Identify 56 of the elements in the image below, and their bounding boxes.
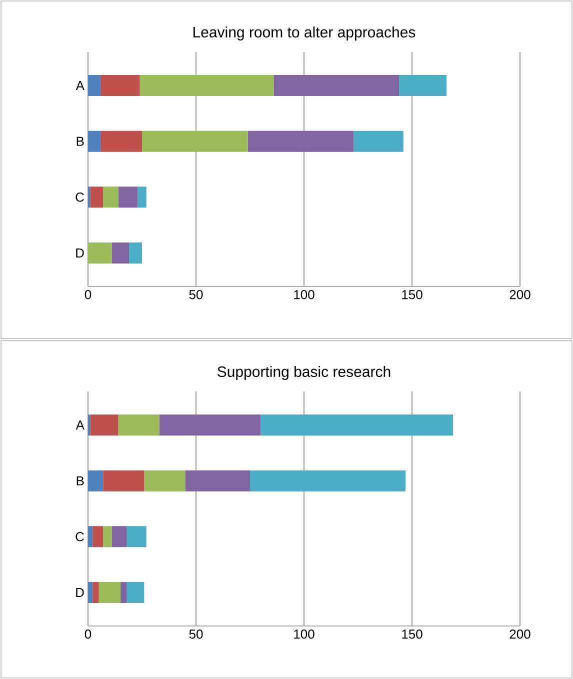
bar xyxy=(185,470,250,492)
x-tick-label: 100 xyxy=(294,290,314,300)
bar xyxy=(100,74,140,96)
bar xyxy=(144,470,186,492)
bar xyxy=(88,130,101,152)
x-tick-label: 200 xyxy=(510,630,530,639)
bar xyxy=(98,582,120,603)
bar xyxy=(92,582,99,603)
bar xyxy=(103,526,112,548)
bar xyxy=(250,470,406,492)
x-tick-label: 50 xyxy=(189,630,203,639)
bar xyxy=(129,242,142,264)
bar xyxy=(88,242,112,264)
bar xyxy=(88,470,104,492)
x-tick-label: 200 xyxy=(510,290,530,300)
x-tick-label: 150 xyxy=(402,630,422,639)
y-tick-label: B xyxy=(76,136,84,146)
bar xyxy=(112,526,127,548)
x-tick-label: 150 xyxy=(402,290,422,300)
y-tick-label: D xyxy=(76,248,84,258)
y-tick-label: B xyxy=(76,476,84,486)
bar xyxy=(88,582,92,603)
x-tick-label: 100 xyxy=(294,630,314,639)
bar xyxy=(399,74,447,96)
bar xyxy=(88,74,101,96)
bar xyxy=(103,470,144,492)
bar xyxy=(260,414,454,436)
bar xyxy=(126,526,146,548)
y-tick-label: C xyxy=(76,192,84,202)
bar xyxy=(112,242,130,264)
y-tick-label: A xyxy=(76,420,84,430)
bar xyxy=(354,130,404,152)
bar xyxy=(138,186,146,208)
chart-title: Leaving room to alter approaches xyxy=(193,26,416,40)
bar xyxy=(274,74,400,96)
bar xyxy=(118,186,138,208)
y-tick-label: A xyxy=(76,81,84,90)
bar xyxy=(120,582,127,603)
bar xyxy=(88,526,92,548)
bar xyxy=(248,130,354,152)
bar xyxy=(90,186,104,208)
x-tick-label: 0 xyxy=(84,630,92,639)
x-tick-label: 50 xyxy=(189,290,203,300)
bar xyxy=(90,414,118,436)
y-tick-label: D xyxy=(76,588,84,597)
x-tick-label: 0 xyxy=(84,290,92,300)
bar xyxy=(103,186,118,208)
bar xyxy=(100,130,142,152)
chart-title: Supporting basic research xyxy=(218,366,390,380)
bar xyxy=(140,74,274,96)
bar xyxy=(159,414,261,436)
bar xyxy=(92,526,104,548)
bar xyxy=(126,582,144,603)
y-tick-label: C xyxy=(76,532,84,542)
bar xyxy=(142,130,248,152)
bar xyxy=(118,414,160,436)
